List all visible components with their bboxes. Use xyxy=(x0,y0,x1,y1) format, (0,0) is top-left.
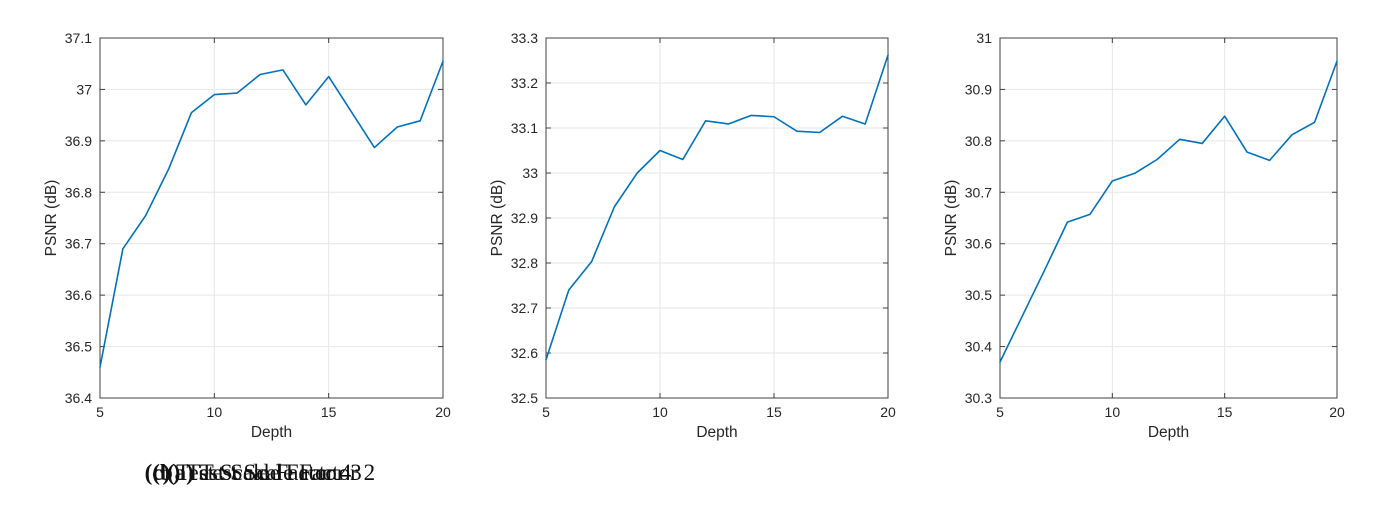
x-tick-label: 5 xyxy=(96,404,104,420)
y-tick-label: 32.7 xyxy=(511,300,538,316)
caption-b-text: Test Scale Factor 3 xyxy=(186,460,362,485)
x-tick-label: 15 xyxy=(766,404,782,420)
x-tick-label: 5 xyxy=(542,404,550,420)
x-tick-label: 10 xyxy=(1105,404,1121,420)
chart-scale-factor-2-plot: 36.4 36.5 36.6 36.7 36.8 36.9 37 37.1 5 10 15 20 Dep… xyxy=(43,30,451,441)
chart-scale-factor-2: 36.4 36.5 36.6 36.7 36.8 36.9 37 37.1 5 10 15 20 Dep… xyxy=(0,0,460,514)
y-tick-label: 36.7 xyxy=(65,236,92,252)
x-axis-label: Depth xyxy=(1148,424,1189,441)
y-tick-label: 32.8 xyxy=(511,255,538,271)
y-tick-label: 36.6 xyxy=(65,287,92,303)
x-tick-label: 15 xyxy=(1217,404,1233,420)
x-axis-label: Depth xyxy=(696,424,737,441)
y-tick-label: 36.5 xyxy=(65,339,92,355)
y-tick-label: 30.4 xyxy=(965,339,992,355)
y-tick-label: 33.2 xyxy=(511,75,538,91)
y-tick-label: 30.6 xyxy=(965,236,992,252)
x-tick-label: 20 xyxy=(1329,404,1345,420)
y-tick-label: 33.3 xyxy=(511,30,538,46)
y-tick-label: 32.6 xyxy=(511,345,538,361)
y-tick-label: 36.8 xyxy=(65,184,92,200)
x-tick-label: 15 xyxy=(321,404,337,420)
psnr-line xyxy=(99,60,444,368)
y-tick-label: 32.5 xyxy=(511,390,538,406)
caption-b: (b) Test Scale Factor 3 xyxy=(152,458,361,488)
caption-a-label: (a) xyxy=(166,460,194,485)
y-tick-label: 30.7 xyxy=(965,184,992,200)
y-axis-label: PSNR (dB) xyxy=(943,180,960,257)
y-tick-label: 37.1 xyxy=(65,30,92,46)
caption-c: (c) Test Scale Factor 4 xyxy=(145,458,352,488)
chart-scale-factor-4: 30.3 30.4 30.5 30.6 30.7 30.8 30.9 31 5 10 15 20 Dep… xyxy=(920,0,1382,514)
x-axis-label: Depth xyxy=(251,424,292,441)
x-tick-label: 10 xyxy=(652,404,668,420)
x-tick-label: 20 xyxy=(435,404,451,420)
caption-b-label: (b) xyxy=(152,460,181,485)
y-tick-label: 30.5 xyxy=(965,287,992,303)
x-tick-label: 20 xyxy=(880,404,896,420)
psnr-line xyxy=(545,54,889,361)
y-tick-label: 31 xyxy=(976,30,992,46)
caption-c-text: Test Scale Factor 4 xyxy=(176,460,352,485)
plot-border xyxy=(99,37,444,399)
y-axis-label: PSNR (dB) xyxy=(43,180,60,257)
y-axis-label: PSNR (dB) xyxy=(489,180,506,257)
y-tick-label: 33.1 xyxy=(511,120,538,136)
plot-border xyxy=(999,37,1338,399)
y-tick-label: 37 xyxy=(76,81,92,97)
y-tick-label: 36.9 xyxy=(65,133,92,149)
x-tick-label: 10 xyxy=(207,404,223,420)
y-tick-label: 30.8 xyxy=(965,133,992,149)
chart-scale-factor-4-plot: 30.3 30.4 30.5 30.6 30.7 30.8 30.9 31 5 10 15 20 Dep… xyxy=(943,30,1345,441)
y-tick-label: 30.9 xyxy=(965,81,992,97)
y-tick-label: 30.3 xyxy=(965,390,992,406)
y-tick-label: 32.9 xyxy=(511,210,538,226)
y-tick-label: 36.4 xyxy=(65,390,92,406)
chart-scale-factor-3: 32.5 32.6 32.7 32.8 32.9 33 33.1 33.2 33.3 5 10 15 2… xyxy=(460,0,920,514)
caption-a: (a) Test Scale Factor 2 xyxy=(167,458,375,488)
y-tick-label: 33 xyxy=(522,165,538,181)
x-tick-label: 5 xyxy=(996,404,1004,420)
caption-a-text: Test Scale Factor 2 xyxy=(199,460,376,485)
caption-c-label: (c) xyxy=(144,460,171,485)
chart-scale-factor-3-plot: 32.5 32.6 32.7 32.8 32.9 33 33.1 33.2 33.3 5 10 15 2… xyxy=(489,30,896,441)
psnr-line xyxy=(999,60,1338,363)
